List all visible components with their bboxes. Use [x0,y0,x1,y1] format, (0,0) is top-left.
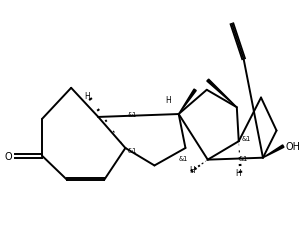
Text: H: H [84,92,89,101]
Text: &1: &1 [179,155,188,161]
Text: &1: &1 [242,136,251,142]
Text: &1: &1 [127,112,137,118]
Text: H: H [165,96,171,104]
Text: &1: &1 [239,155,248,161]
Polygon shape [179,90,196,115]
Text: H: H [235,168,241,177]
Polygon shape [207,80,237,108]
Text: &1: &1 [127,147,137,153]
Polygon shape [263,145,284,158]
Text: OH: OH [286,141,301,151]
Text: O: O [5,151,13,161]
Text: H: H [189,165,195,174]
